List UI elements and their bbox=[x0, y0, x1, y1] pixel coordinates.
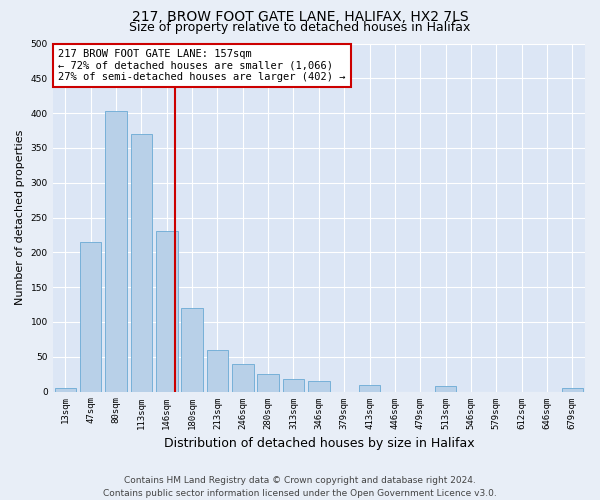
Bar bbox=[181, 308, 203, 392]
Bar bbox=[206, 350, 228, 392]
Bar bbox=[308, 381, 329, 392]
Bar bbox=[105, 111, 127, 392]
Bar bbox=[435, 386, 457, 392]
Bar bbox=[232, 364, 254, 392]
Bar bbox=[283, 379, 304, 392]
X-axis label: Distribution of detached houses by size in Halifax: Distribution of detached houses by size … bbox=[164, 437, 474, 450]
Bar bbox=[359, 384, 380, 392]
Text: 217 BROW FOOT GATE LANE: 157sqm
← 72% of detached houses are smaller (1,066)
27%: 217 BROW FOOT GATE LANE: 157sqm ← 72% of… bbox=[58, 48, 346, 82]
Y-axis label: Number of detached properties: Number of detached properties bbox=[15, 130, 25, 305]
Text: Contains HM Land Registry data © Crown copyright and database right 2024.
Contai: Contains HM Land Registry data © Crown c… bbox=[103, 476, 497, 498]
Bar bbox=[55, 388, 76, 392]
Bar bbox=[257, 374, 279, 392]
Text: Size of property relative to detached houses in Halifax: Size of property relative to detached ho… bbox=[130, 21, 470, 34]
Bar bbox=[131, 134, 152, 392]
Bar bbox=[562, 388, 583, 392]
Text: 217, BROW FOOT GATE LANE, HALIFAX, HX2 7LS: 217, BROW FOOT GATE LANE, HALIFAX, HX2 7… bbox=[131, 10, 469, 24]
Bar bbox=[156, 232, 178, 392]
Bar bbox=[80, 242, 101, 392]
